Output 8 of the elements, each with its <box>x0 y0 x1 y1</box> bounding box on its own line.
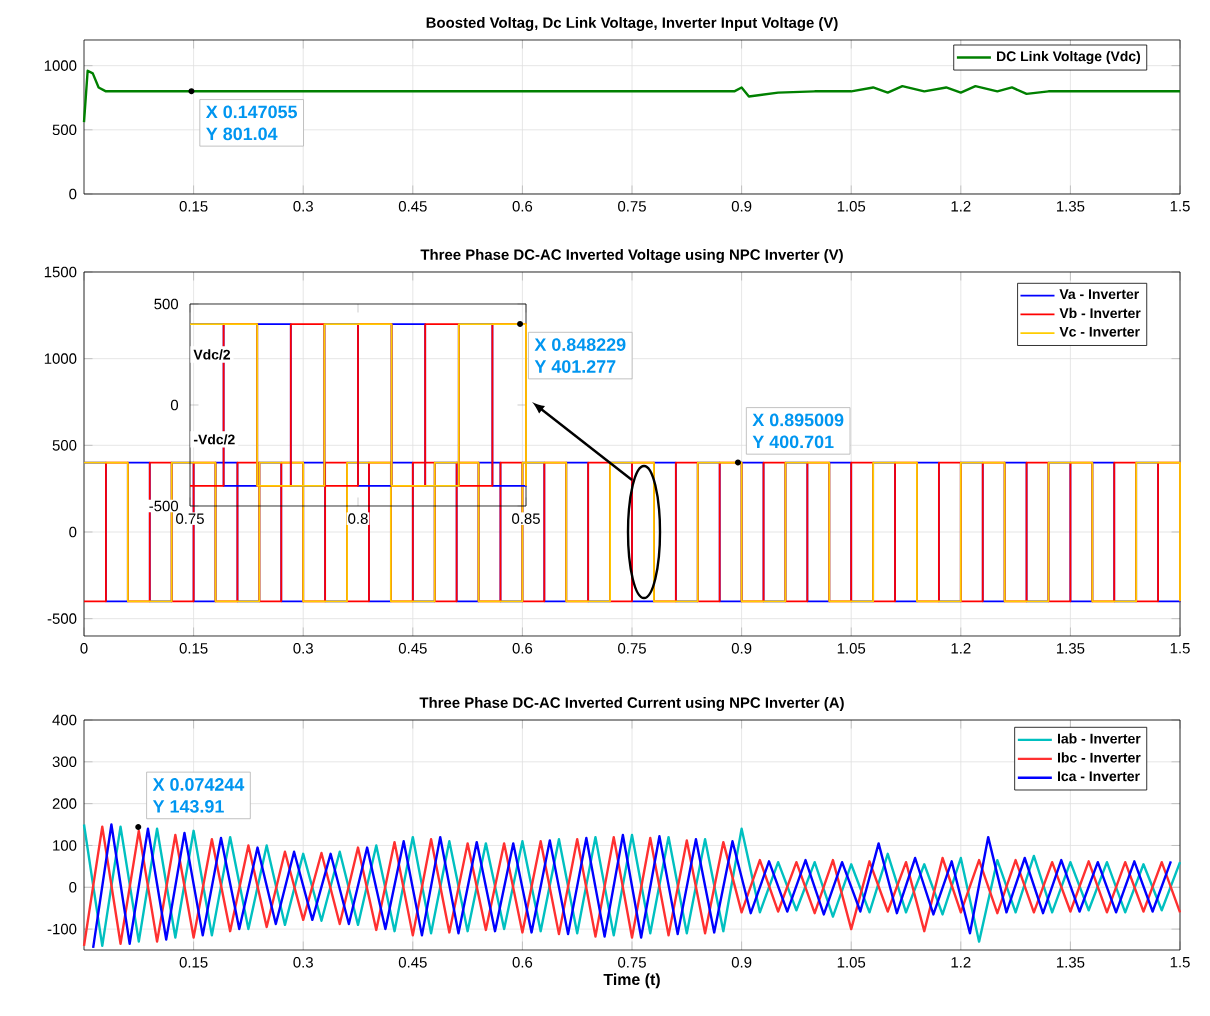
annotation: Y 801.04 <box>206 127 278 141</box>
annotation: X 0.147055 <box>205 105 297 119</box>
annotation: X 0.848229 <box>534 338 626 351</box>
annotation: X 0.074244 <box>152 778 245 791</box>
annotation: Y 400.701 <box>752 435 834 449</box>
annotation: Y 143.91 <box>152 800 224 813</box>
annotation: X 0.895009 <box>752 413 844 427</box>
annotation: Y 401.277 <box>534 360 616 373</box>
